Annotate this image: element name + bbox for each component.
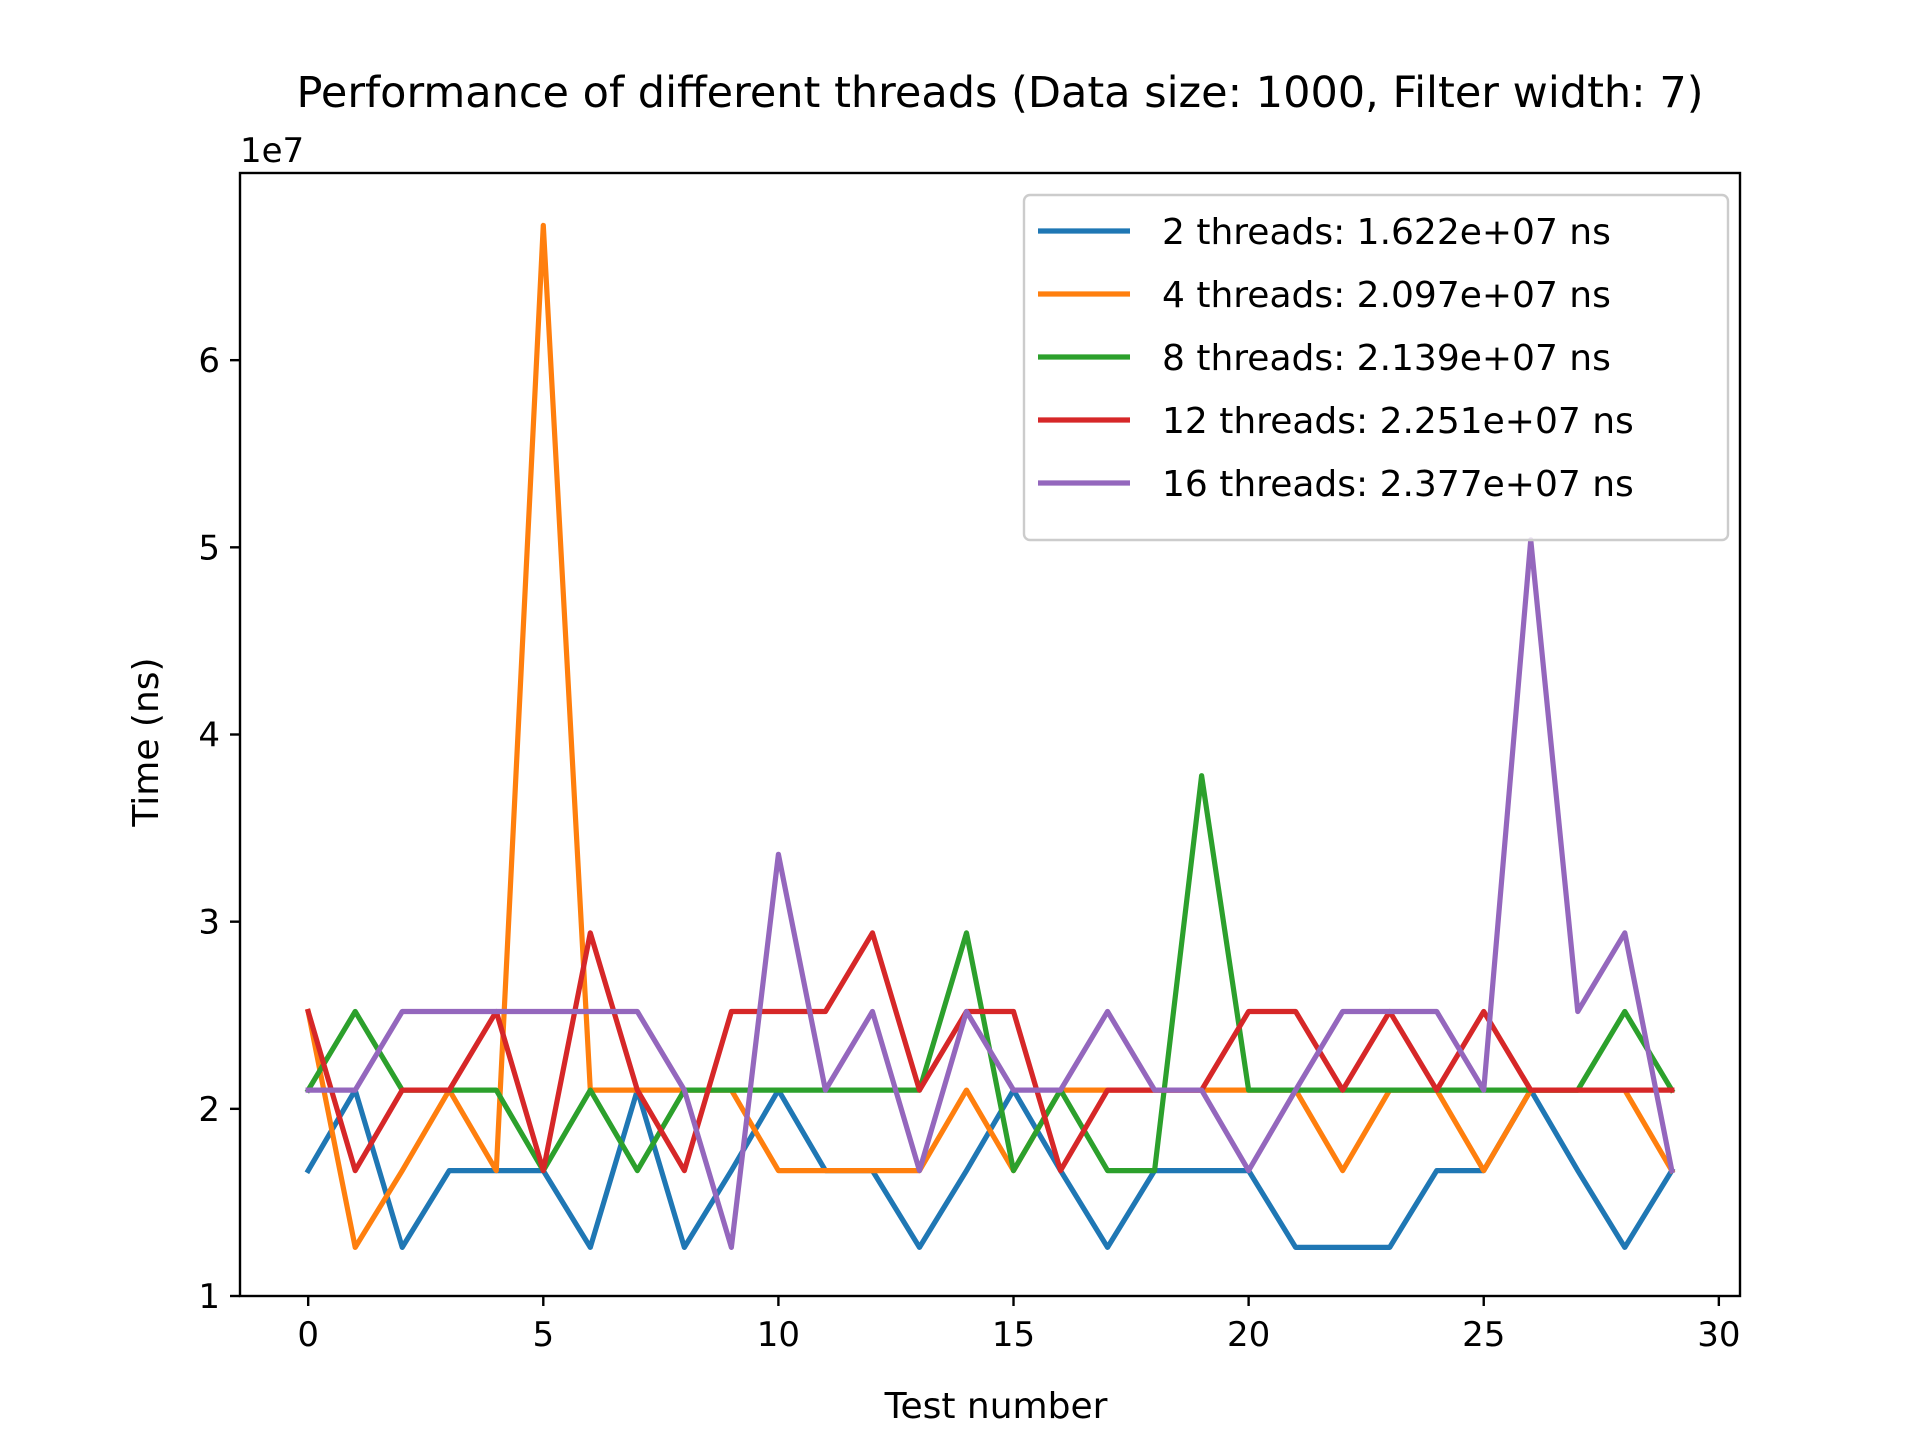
legend-entry-1: 4 threads: 2.097e+07 ns — [1162, 275, 1611, 316]
legend: 2 threads: 1.622e+07 ns 4 threads: 2.097e… — [1022, 193, 1730, 542]
y-tick-label: 1 — [198, 1277, 220, 1317]
x-tick-label: 0 — [297, 1315, 319, 1355]
legend-entry-2: 8 threads: 2.139e+07 ns — [1162, 338, 1611, 379]
legend-entry-4: 16 threads: 2.377e+07 ns — [1162, 464, 1634, 505]
y-tick-label: 6 — [198, 341, 220, 381]
y-tick-label: 2 — [198, 1090, 220, 1130]
x-tick-label: 5 — [532, 1315, 554, 1355]
x-tick-label: 20 — [1227, 1315, 1270, 1355]
y-tick-label: 5 — [198, 528, 220, 568]
legend-box — [1022, 193, 1730, 542]
series-line-4 — [305, 537, 1675, 1250]
x-tick-label: 10 — [757, 1315, 800, 1355]
y-offset-label: 1e7 — [240, 131, 304, 171]
axes: 0 5 10 15 20 25 30 1 2 3 4 5 6 — [198, 171, 1742, 1355]
y-axis-label: Time (ns) — [126, 657, 167, 827]
y-tick-label: 4 — [198, 716, 220, 756]
legend-entry-0: 2 threads: 1.622e+07 ns — [1162, 212, 1611, 253]
plot-area — [304, 222, 1676, 1250]
series-line-3 — [304, 930, 1675, 1174]
chart-title: Performance of different threads (Data s… — [297, 68, 1704, 118]
x-tick-label: 30 — [1697, 1315, 1740, 1355]
x-axis-label: Test number — [884, 1386, 1108, 1427]
x-tick-label: 15 — [992, 1315, 1035, 1355]
series-line-1 — [305, 222, 1676, 1250]
legend-entry-3: 12 threads: 2.251e+07 ns — [1162, 401, 1634, 442]
x-tick-label: 25 — [1462, 1315, 1505, 1355]
y-tick-label: 3 — [198, 903, 220, 943]
